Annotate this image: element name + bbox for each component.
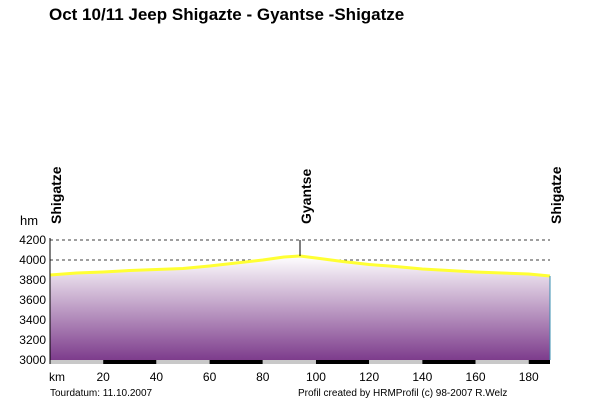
x-tick-label-60: 60 xyxy=(203,370,217,384)
scale-segment-60 xyxy=(209,360,263,364)
tour-date: Tourdatum: 11.10.2007 xyxy=(50,388,153,399)
scale-segment-160 xyxy=(475,360,529,364)
x-tick-label-100: 100 xyxy=(306,370,326,384)
x-tick-label-20: 20 xyxy=(97,370,111,384)
y-tick-label-4200: 4200 xyxy=(19,233,46,247)
scale-segment-80 xyxy=(262,360,316,364)
y-tick-label-3000: 3000 xyxy=(19,353,46,367)
y-tick-label-3600: 3600 xyxy=(19,293,46,307)
scale-segment-0 xyxy=(50,360,104,364)
elevation-area xyxy=(49,254,551,360)
y-tick-label-4000: 4000 xyxy=(19,253,46,267)
x-tick-label-80: 80 xyxy=(256,370,270,384)
x-tick-label-40: 40 xyxy=(150,370,164,384)
y-tick-label-3800: 3800 xyxy=(19,273,46,287)
axes xyxy=(49,238,551,364)
scale-segment-20 xyxy=(103,360,157,364)
waypoint-label-1: Gyantse xyxy=(298,169,314,224)
y-tick-label-3400: 3400 xyxy=(19,313,46,327)
scale-segment-100 xyxy=(315,360,370,364)
waypoints: Shigatze Gyantse Shigatze xyxy=(48,166,564,256)
scale-segment-140 xyxy=(422,360,476,364)
profile-credit: Profil created by HRMProfil (c) 98-2007 … xyxy=(298,388,508,399)
waypoint-label-2: Shigatze xyxy=(548,166,564,224)
scale-segment-120 xyxy=(369,360,423,364)
scale-segment-180 xyxy=(528,360,550,364)
x-tick-label-160: 160 xyxy=(466,370,486,384)
waypoint-label-0: Shigatze xyxy=(48,166,64,224)
x-axis-label: km xyxy=(49,370,65,384)
scale-segment-40 xyxy=(156,360,210,364)
x-tick-label-140: 140 xyxy=(412,370,432,384)
x-tick-label-180: 180 xyxy=(519,370,539,384)
elevation-fill xyxy=(50,256,550,360)
chart-title: Oct 10/11 Jeep Shigazte - Gyantse -Shiga… xyxy=(49,5,405,24)
y-tick-label-3200: 3200 xyxy=(19,333,46,347)
y-tick-labels: 3000 3200 3400 3600 3800 4000 4200 xyxy=(19,233,46,367)
x-tick-label-120: 120 xyxy=(359,370,379,384)
y-axis-label: hm xyxy=(20,213,38,228)
x-tick-labels: 20 40 60 80 100 120 140 160 180 xyxy=(97,370,540,384)
